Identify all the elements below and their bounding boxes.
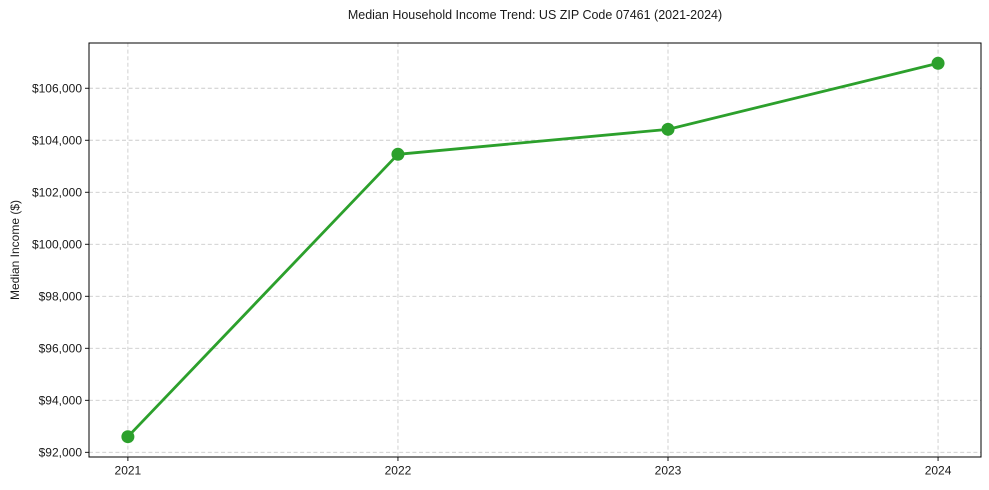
trend-line [126, 61, 940, 439]
x-tick-label: 2024 [925, 464, 952, 478]
y-tick-label: $94,000 [39, 394, 83, 408]
y-tick-label: $96,000 [39, 341, 83, 355]
x-tick-label: 2023 [655, 464, 682, 478]
y-tick-label: $92,000 [39, 446, 83, 460]
data-point-2023 [661, 122, 675, 136]
y-axis-label: Median Income ($) [8, 199, 22, 301]
axes-border [88, 42, 982, 458]
chart-title: Median Household Income Trend: US ZIP Co… [347, 8, 723, 22]
data-point-2022 [391, 147, 405, 161]
y-tick-label: $106,000 [32, 81, 82, 95]
y-tick-label: $100,000 [32, 237, 82, 251]
data-point-2024 [931, 56, 945, 70]
x-tick-label: 2021 [115, 464, 142, 478]
y-tick-label: $102,000 [32, 185, 82, 199]
y-tick-label: $104,000 [32, 133, 82, 147]
y-tick-label: $98,000 [39, 289, 83, 303]
data-point-2021 [121, 430, 135, 444]
x-tick-label: 2022 [385, 464, 412, 478]
